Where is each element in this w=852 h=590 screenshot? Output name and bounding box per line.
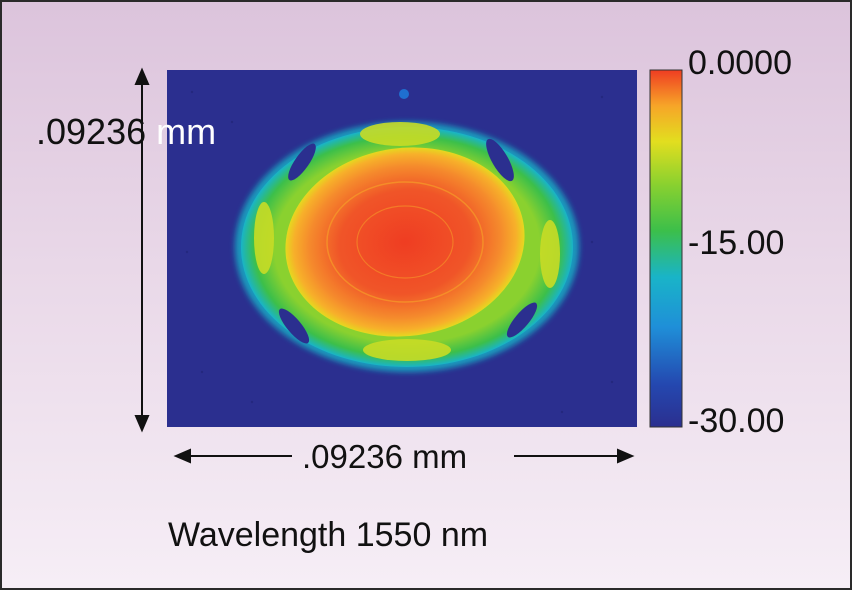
figure-caption: Wavelength 1550 nm xyxy=(168,516,489,554)
colorbar-tick-top: 0.0000 xyxy=(688,44,792,82)
y-size-value: .09236 xyxy=(36,111,147,152)
colorbar-tick-bottom: -30.00 xyxy=(688,402,785,440)
y-size-unit: mm xyxy=(156,111,217,152)
x-size-label: .09236 mm xyxy=(302,438,468,475)
y-dimension-arrow xyxy=(134,67,150,433)
colorbar xyxy=(649,69,683,428)
heatmap-noise xyxy=(185,90,614,414)
mode-core xyxy=(285,147,525,337)
mode-speck xyxy=(399,89,409,99)
x-dimension-arrow xyxy=(173,448,635,464)
colorbar-tick-mid: -15.00 xyxy=(688,224,785,262)
y-size-label: .09236 mm xyxy=(36,114,216,150)
mode-gaps xyxy=(278,138,538,344)
